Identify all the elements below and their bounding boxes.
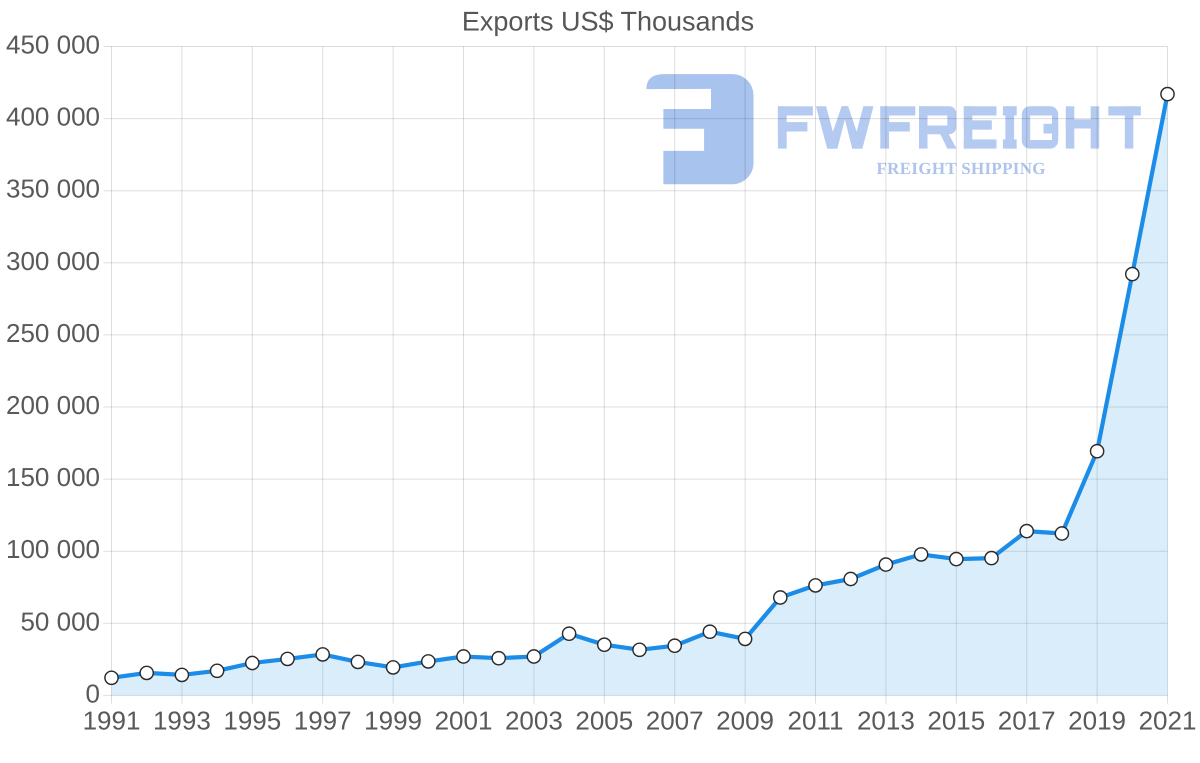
svg-text:1997: 1997 — [294, 706, 352, 736]
svg-text:200 000: 200 000 — [6, 390, 100, 420]
svg-text:250 000: 250 000 — [6, 318, 100, 348]
svg-text:1999: 1999 — [364, 706, 422, 736]
svg-text:1991: 1991 — [83, 706, 141, 736]
svg-text:2021: 2021 — [1139, 706, 1197, 736]
svg-text:400 000: 400 000 — [6, 102, 100, 132]
svg-text:1993: 1993 — [153, 706, 211, 736]
svg-text:450 000: 450 000 — [6, 30, 100, 60]
svg-text:0: 0 — [86, 678, 100, 708]
svg-text:2011: 2011 — [788, 706, 844, 736]
svg-text:2001: 2001 — [435, 706, 493, 736]
svg-text:150 000: 150 000 — [6, 462, 100, 492]
svg-text:FREIGHT SHIPPING: FREIGHT SHIPPING — [877, 159, 1046, 178]
svg-text:2005: 2005 — [575, 706, 633, 736]
svg-text:2015: 2015 — [927, 706, 985, 736]
svg-text:Exports US$ Thousands: Exports US$ Thousands — [462, 7, 754, 37]
svg-text:2019: 2019 — [1068, 706, 1126, 736]
svg-text:2009: 2009 — [716, 706, 774, 736]
svg-text:100 000: 100 000 — [6, 534, 100, 564]
svg-text:1995: 1995 — [223, 706, 281, 736]
svg-text:300 000: 300 000 — [6, 246, 100, 276]
svg-text:50 000: 50 000 — [20, 606, 100, 636]
svg-text:2007: 2007 — [646, 706, 704, 736]
svg-text:2017: 2017 — [998, 706, 1056, 736]
svg-text:2013: 2013 — [857, 706, 915, 736]
svg-text:350 000: 350 000 — [6, 174, 100, 204]
svg-text:2003: 2003 — [505, 706, 563, 736]
